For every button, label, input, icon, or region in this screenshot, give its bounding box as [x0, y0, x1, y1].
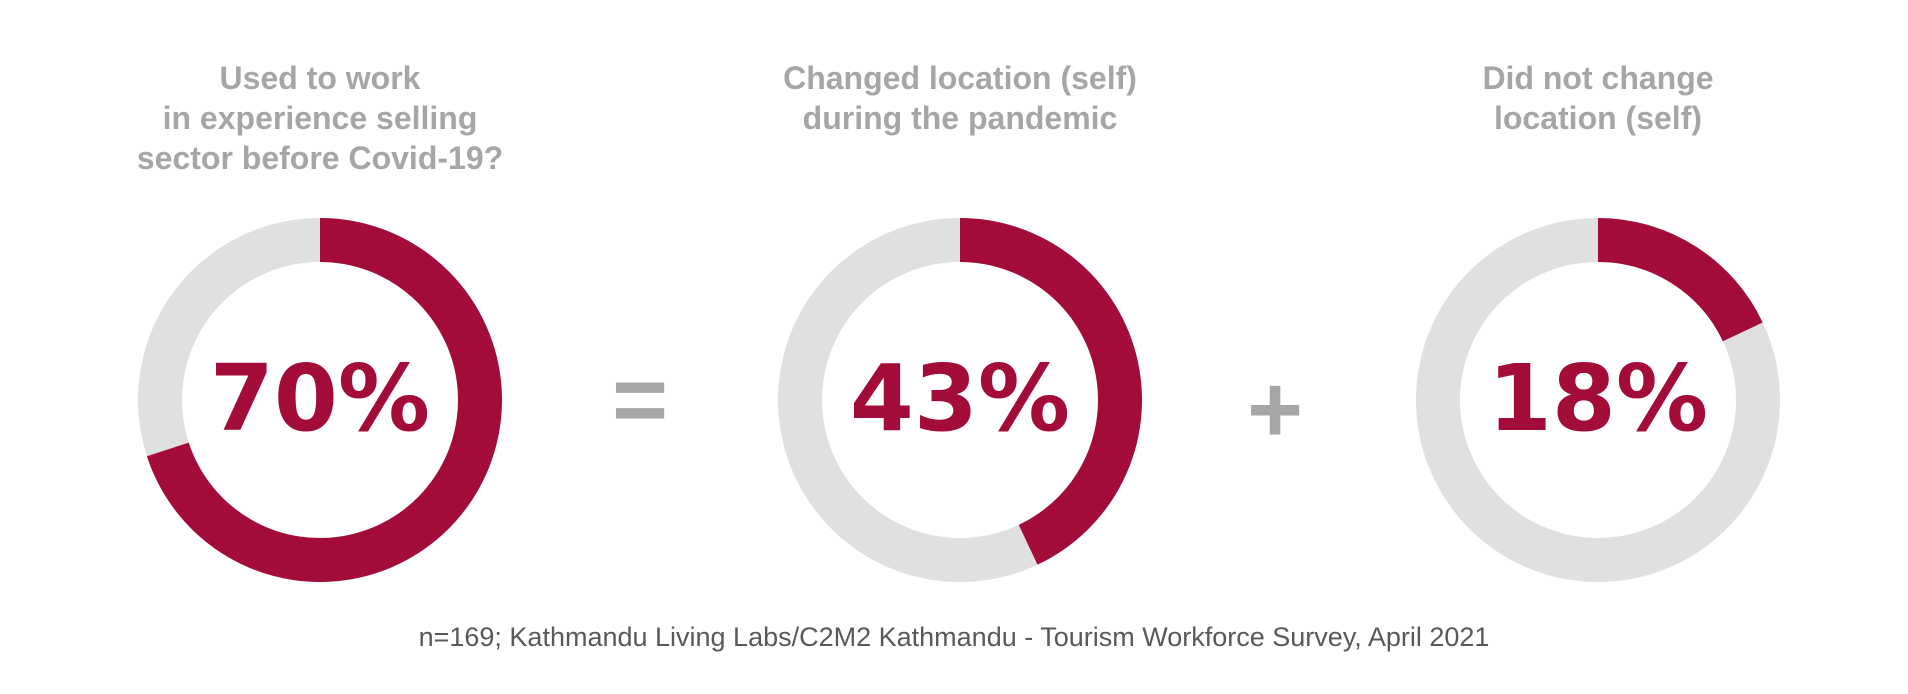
- donut-chart-3: 18%: [1416, 218, 1780, 582]
- donut-percent-label: 43%: [850, 345, 1070, 452]
- donut-chart-1: 70%: [138, 218, 502, 582]
- donut-percent-label: 18%: [1488, 345, 1708, 452]
- donut-value-arc: [959, 218, 1142, 565]
- donut-chart-2: 43%: [778, 218, 1142, 582]
- donut-value-arc: [1597, 218, 1763, 342]
- donut-value-arc: [146, 218, 502, 582]
- panel-title-2: Changed location (self) during the pande…: [783, 60, 1137, 136]
- plus-sign: +: [1246, 356, 1304, 463]
- equals-sign: =: [611, 346, 669, 453]
- donut-percent-label: 70%: [210, 345, 430, 452]
- panel-title-3: Did not change location (self): [1482, 60, 1714, 136]
- source-note: n=169; Kathmandu Living Labs/C2M2 Kathma…: [418, 622, 1490, 652]
- panel-title-1: Used to work in experience selling secto…: [136, 60, 504, 176]
